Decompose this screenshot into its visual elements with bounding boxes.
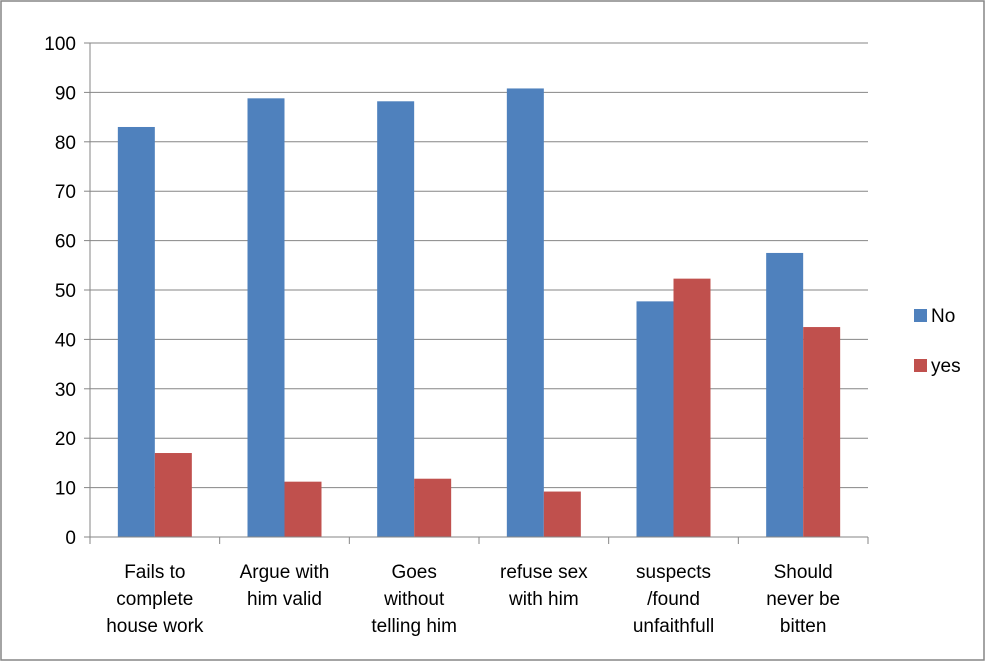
- x-category-label: complete: [116, 589, 193, 610]
- legend-swatch-no: [914, 309, 927, 322]
- y-tick-label: 60: [55, 232, 76, 253]
- y-tick-label: 40: [55, 330, 76, 351]
- x-category-label: refuse sex: [500, 562, 588, 583]
- y-tick-labels: 0 10 20 30 40 50 60 70 80 90 100: [44, 34, 76, 549]
- x-category-label: Goes: [391, 562, 436, 583]
- x-category-label: with him: [508, 589, 579, 610]
- x-category-label: telling him: [371, 616, 457, 637]
- y-tick-label: 10: [55, 479, 76, 500]
- x-category-label: him valid: [247, 589, 322, 610]
- y-tick-label: 30: [55, 380, 76, 401]
- bar-yes-5: [803, 327, 841, 537]
- bar-no-4: [636, 301, 674, 537]
- x-category-label: bitten: [780, 616, 826, 637]
- bar-no-1: [247, 98, 285, 537]
- bar-no-3: [506, 88, 544, 537]
- gridlines: [90, 42, 868, 489]
- bar-no-0: [117, 126, 155, 537]
- x-category-label: Fails to: [124, 562, 185, 583]
- y-tick-label: 70: [55, 182, 76, 203]
- x-category-label: without: [383, 589, 445, 610]
- bar-yes-2: [414, 478, 452, 537]
- y-tick-label: 0: [65, 528, 76, 549]
- bars: [117, 88, 841, 538]
- axes: [84, 42, 869, 544]
- bar-yes-0: [154, 453, 192, 537]
- x-category-label: /found: [647, 589, 700, 610]
- legend-label-yes: yes: [931, 356, 961, 377]
- bar-no-2: [377, 101, 415, 538]
- y-tick-label: 80: [55, 133, 76, 154]
- bar-yes-1: [284, 481, 322, 537]
- bar-no-5: [766, 252, 804, 537]
- x-category-label: unfaithfull: [633, 616, 714, 637]
- x-category-label: suspects: [636, 562, 711, 583]
- x-category-label: never be: [766, 589, 840, 610]
- y-tick-label: 100: [44, 34, 76, 55]
- x-category-label: Argue with: [240, 562, 330, 583]
- x-category-label: Should: [774, 562, 833, 583]
- x-category-label: house work: [106, 616, 204, 637]
- y-tick-label: 90: [55, 83, 76, 104]
- bar-yes-4: [673, 278, 711, 537]
- y-tick-label: 50: [55, 281, 76, 302]
- legend-label-no: No: [931, 306, 955, 327]
- x-category-labels: Fails to complete house work Argue with him …: [106, 562, 840, 637]
- legend-swatch-yes: [914, 359, 927, 372]
- bar-yes-3: [543, 491, 581, 537]
- legend: No yes: [914, 306, 961, 377]
- y-tick-label: 20: [55, 429, 76, 450]
